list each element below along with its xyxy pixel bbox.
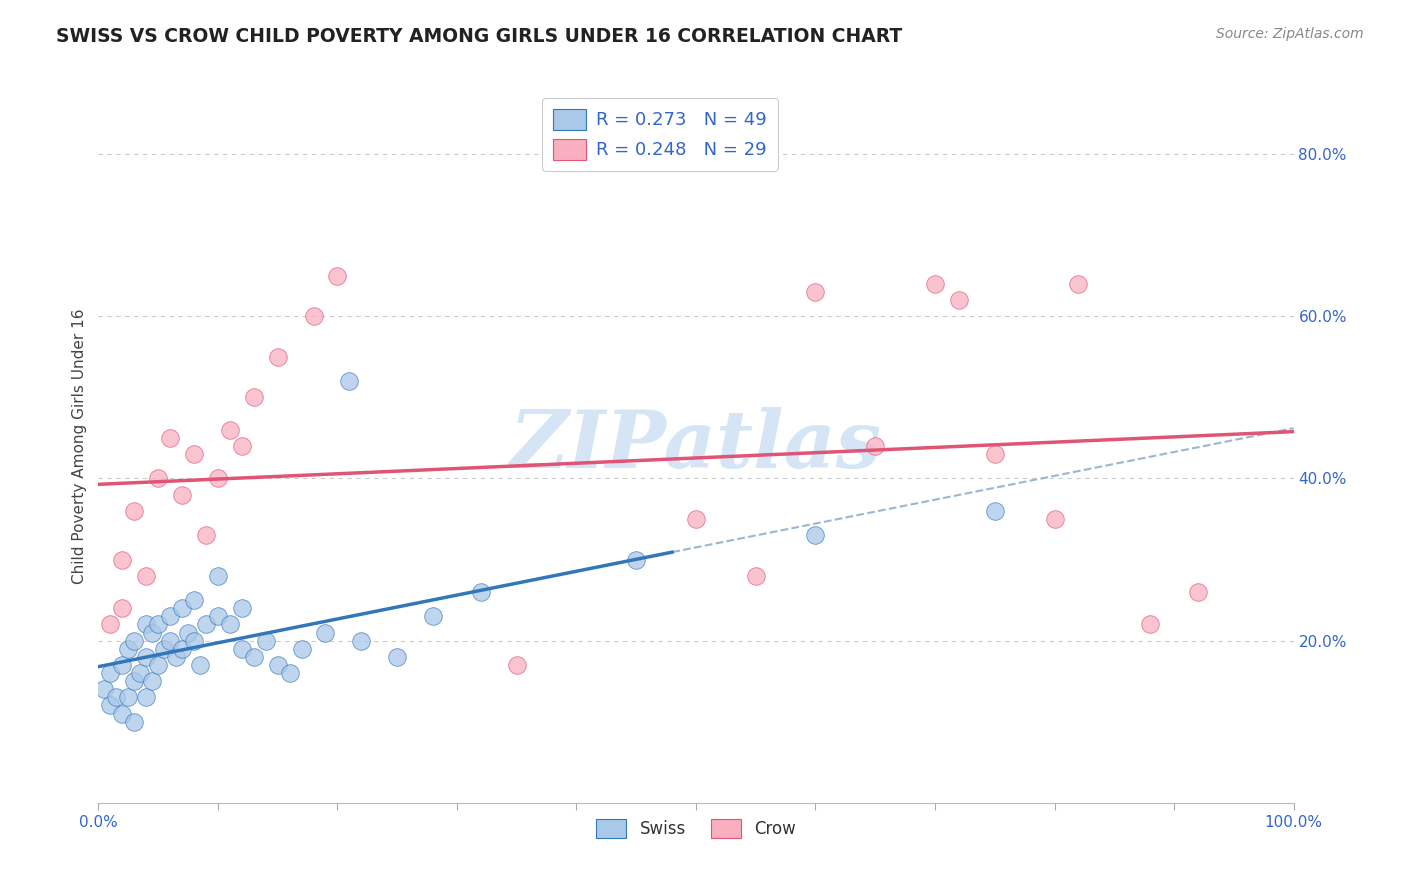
Point bbox=[219, 617, 242, 632]
Point bbox=[93, 682, 115, 697]
Point bbox=[207, 568, 229, 582]
Text: ZIPatlas: ZIPatlas bbox=[510, 408, 882, 484]
Text: Source: ZipAtlas.com: Source: ZipAtlas.com bbox=[1216, 27, 1364, 41]
Point bbox=[183, 447, 205, 461]
Point bbox=[243, 390, 266, 404]
Point bbox=[117, 690, 139, 705]
Text: SWISS VS CROW CHILD POVERTY AMONG GIRLS UNDER 16 CORRELATION CHART: SWISS VS CROW CHILD POVERTY AMONG GIRLS … bbox=[56, 27, 903, 45]
Point bbox=[1043, 512, 1066, 526]
Point bbox=[124, 633, 146, 648]
Point bbox=[231, 601, 253, 615]
Point bbox=[745, 568, 768, 582]
Point bbox=[195, 617, 218, 632]
Point bbox=[165, 649, 187, 664]
Point bbox=[141, 674, 163, 689]
Point bbox=[385, 649, 409, 664]
Y-axis label: Child Poverty Among Girls Under 16: Child Poverty Among Girls Under 16 bbox=[72, 309, 87, 583]
Point bbox=[172, 601, 194, 615]
Point bbox=[506, 657, 529, 672]
Point bbox=[254, 633, 277, 648]
Point bbox=[124, 714, 146, 729]
Point bbox=[1139, 617, 1161, 632]
Point bbox=[159, 609, 181, 624]
Point bbox=[422, 609, 444, 624]
Point bbox=[291, 641, 314, 656]
Point bbox=[195, 528, 218, 542]
Point bbox=[135, 568, 157, 582]
Point bbox=[148, 471, 170, 485]
Point bbox=[315, 625, 337, 640]
Point bbox=[626, 552, 648, 566]
Point bbox=[98, 617, 122, 632]
Point bbox=[111, 601, 134, 615]
Point bbox=[111, 552, 134, 566]
Point bbox=[159, 633, 181, 648]
Point bbox=[105, 690, 128, 705]
Legend: Swiss, Crow: Swiss, Crow bbox=[589, 812, 803, 845]
Point bbox=[148, 617, 170, 632]
Point bbox=[350, 633, 373, 648]
Point bbox=[111, 706, 134, 721]
Point bbox=[302, 310, 325, 324]
Point bbox=[219, 423, 242, 437]
Point bbox=[153, 641, 176, 656]
Point bbox=[207, 471, 229, 485]
Point bbox=[804, 285, 827, 299]
Point bbox=[685, 512, 707, 526]
Point bbox=[124, 504, 146, 518]
Point bbox=[243, 649, 266, 664]
Point bbox=[135, 649, 157, 664]
Point bbox=[183, 633, 205, 648]
Point bbox=[188, 657, 211, 672]
Point bbox=[98, 698, 122, 713]
Point bbox=[129, 666, 152, 681]
Point bbox=[948, 293, 970, 307]
Point bbox=[117, 641, 139, 656]
Point bbox=[1067, 277, 1090, 291]
Point bbox=[148, 657, 170, 672]
Point bbox=[159, 431, 181, 445]
Point bbox=[984, 504, 1007, 518]
Point bbox=[267, 657, 290, 672]
Point bbox=[124, 674, 146, 689]
Point bbox=[141, 625, 163, 640]
Point bbox=[278, 666, 301, 681]
Point bbox=[207, 609, 229, 624]
Point bbox=[135, 617, 157, 632]
Point bbox=[111, 657, 134, 672]
Point bbox=[172, 488, 194, 502]
Point bbox=[865, 439, 887, 453]
Point bbox=[267, 350, 290, 364]
Point bbox=[984, 447, 1007, 461]
Point bbox=[470, 585, 492, 599]
Point bbox=[98, 666, 122, 681]
Point bbox=[1187, 585, 1209, 599]
Point bbox=[231, 641, 253, 656]
Point bbox=[135, 690, 157, 705]
Point bbox=[183, 593, 205, 607]
Point bbox=[339, 374, 361, 388]
Point bbox=[924, 277, 946, 291]
Point bbox=[804, 528, 827, 542]
Point bbox=[231, 439, 253, 453]
Point bbox=[172, 641, 194, 656]
Point bbox=[177, 625, 200, 640]
Point bbox=[326, 268, 349, 283]
